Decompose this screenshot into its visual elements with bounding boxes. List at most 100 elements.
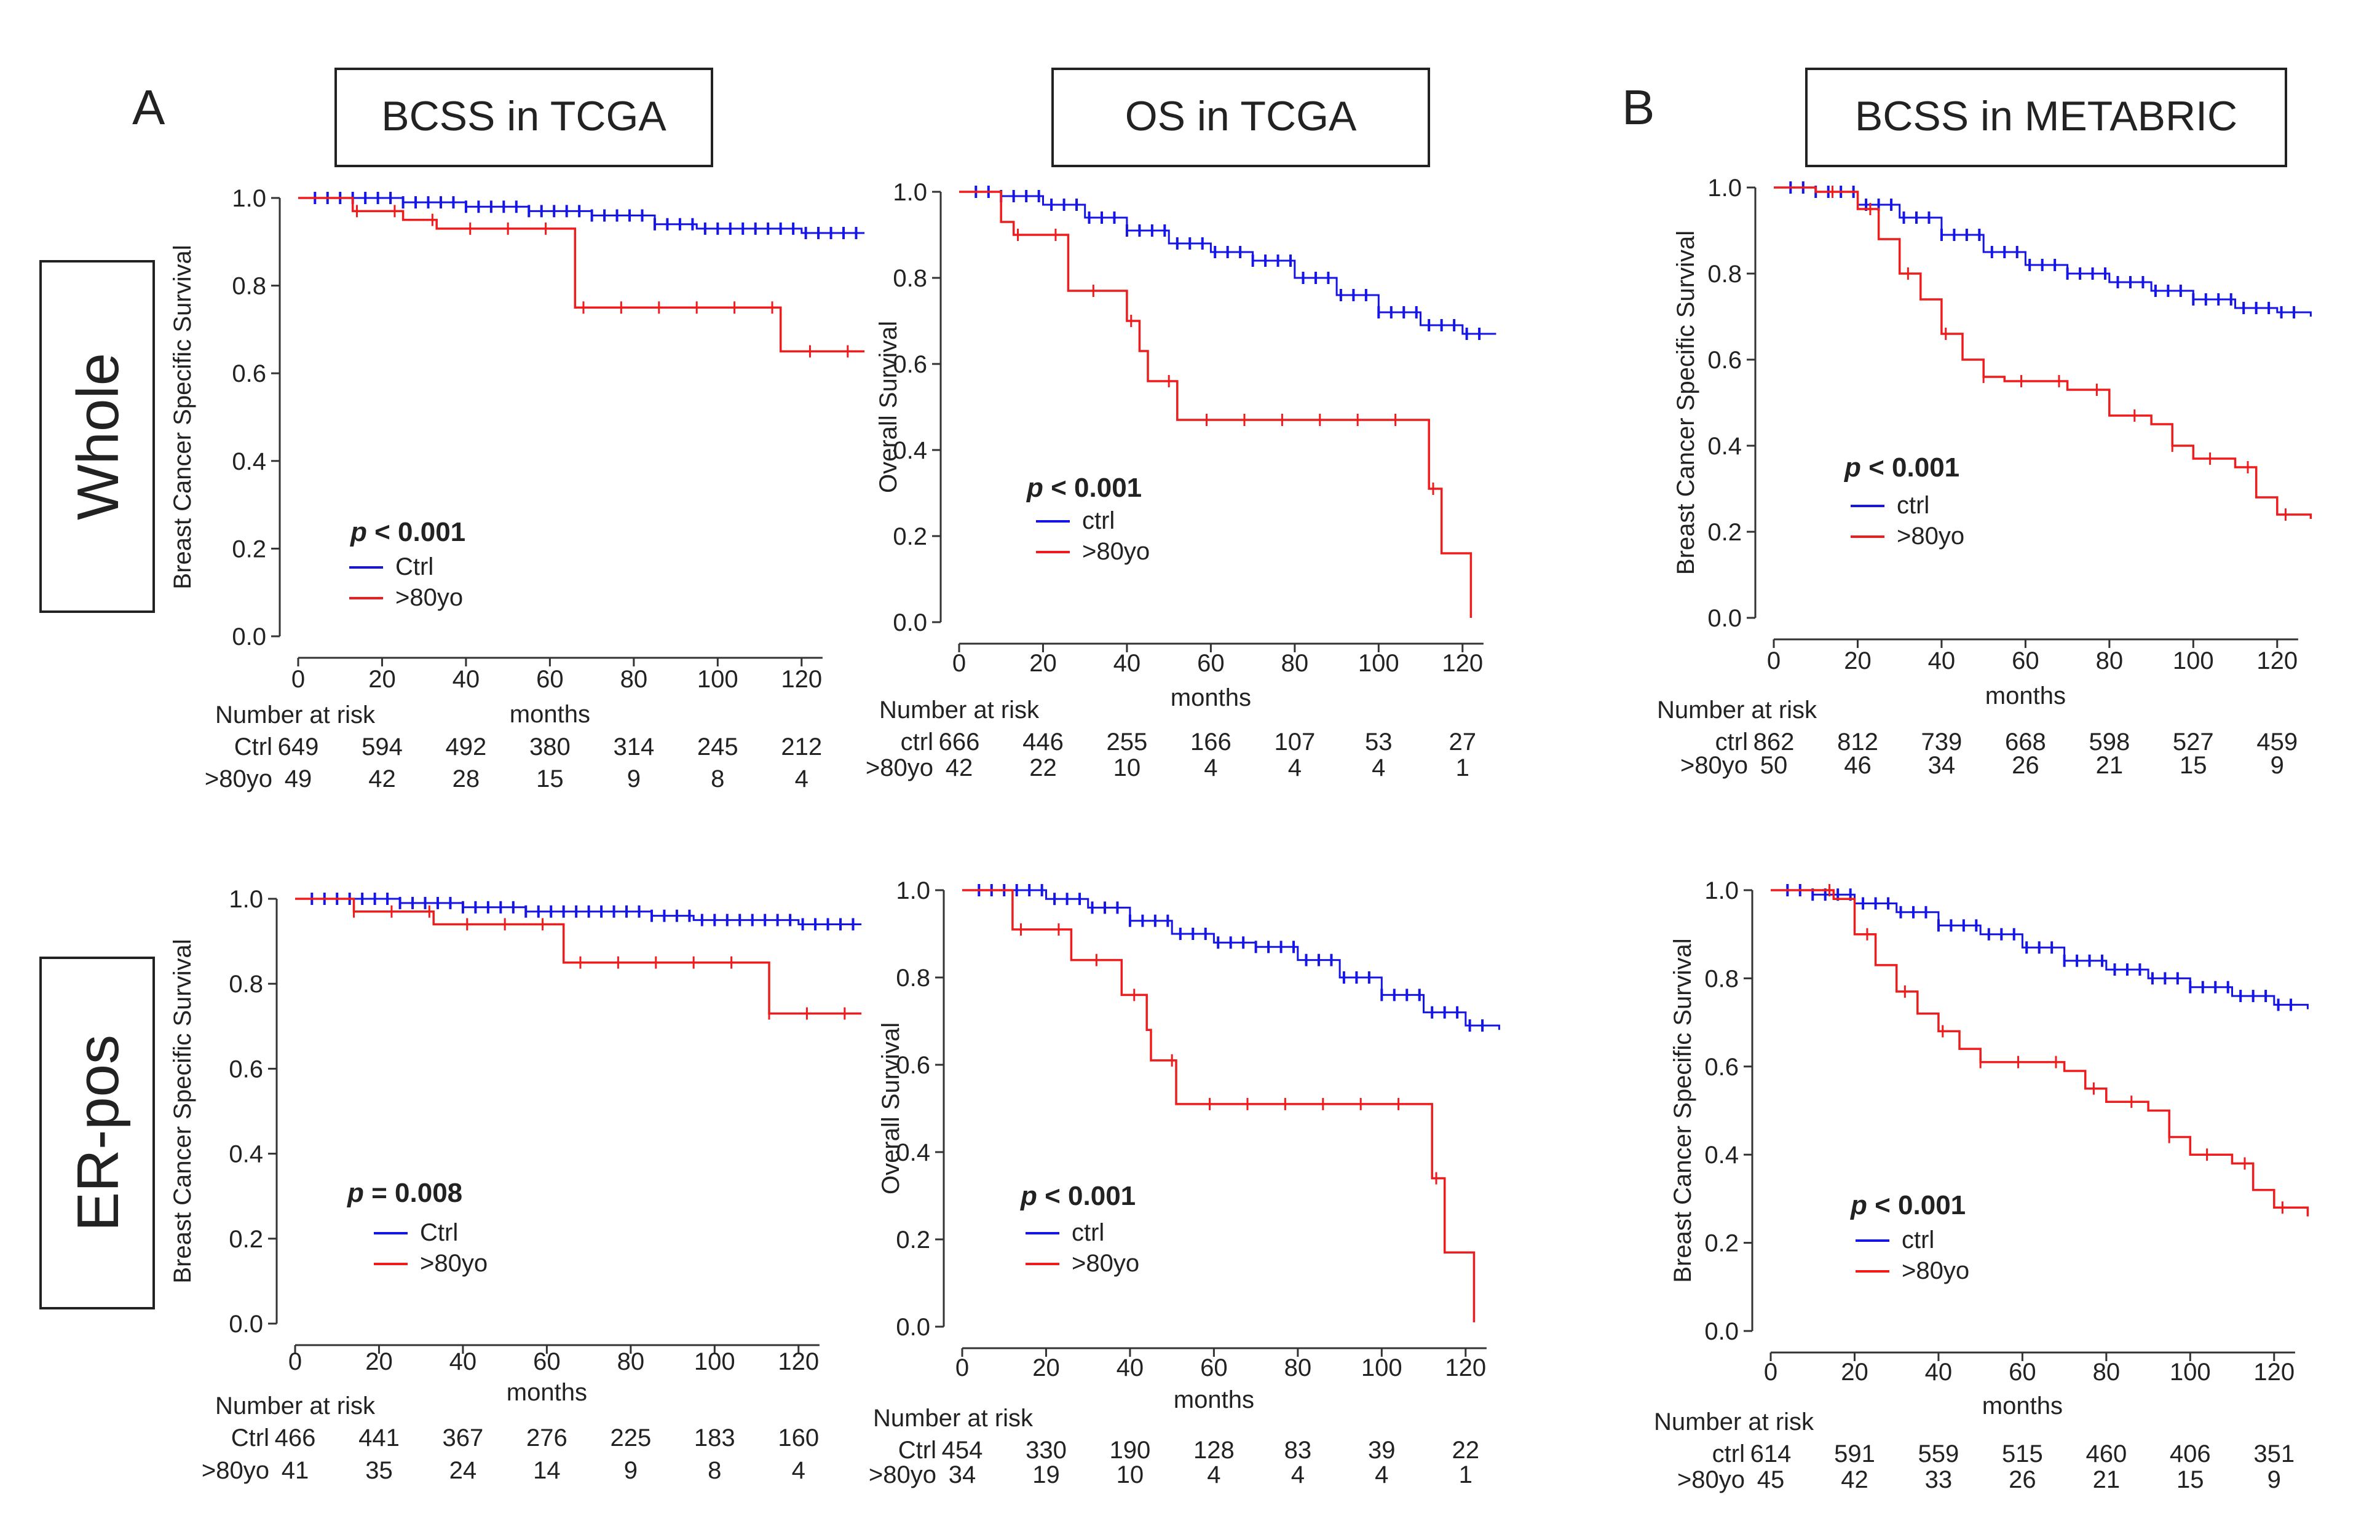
series-ctrl	[959, 186, 1496, 340]
y-tick-label: 0.4	[1704, 1142, 1739, 1169]
risk-value: 466	[275, 1424, 316, 1451]
legend-label: >80yo	[1897, 523, 1964, 550]
col-header-bcss-metabric: BCSS in METABRIC	[1805, 68, 2287, 167]
risk-value: 28	[453, 765, 480, 792]
x-axis-label: months	[1171, 684, 1251, 711]
risk-table-title: Number at risk	[879, 697, 1040, 724]
risk-value: 527	[2173, 729, 2214, 756]
risk-value: 14	[533, 1457, 561, 1484]
legend-label: >80yo	[1082, 538, 1150, 565]
risk-value: 107	[1274, 729, 1315, 756]
series-over-80	[962, 889, 1476, 1322]
risk-table-title: Number at risk	[873, 1405, 1034, 1432]
y-tick-label: 0.0	[1704, 1318, 1739, 1345]
risk-value: 24	[449, 1457, 477, 1484]
survival-curve	[1774, 186, 2312, 317]
x-tick-label: 20	[365, 1348, 393, 1375]
y-tick-label: 0.6	[1707, 347, 1742, 374]
risk-value: 9	[624, 1457, 638, 1484]
risk-value: 10	[1113, 754, 1141, 781]
col-header-label: BCSS in METABRIC	[1855, 93, 2237, 140]
risk-value: 39	[1368, 1437, 1396, 1464]
col-header-label: BCSS in TCGA	[381, 93, 666, 140]
x-tick-label: 100	[697, 666, 738, 693]
y-tick-label: 0.8	[229, 971, 263, 998]
x-tick-label: 60	[536, 666, 564, 693]
series-ctrl	[1774, 181, 2312, 318]
risk-row-label: Ctrl	[898, 1437, 936, 1464]
risk-value: 15	[536, 765, 564, 792]
x-tick-label: 80	[620, 666, 648, 693]
x-tick-label: 40	[453, 666, 480, 693]
col-header-os-tcga: OS in TCGA	[1051, 68, 1430, 167]
y-tick-label: 0.2	[1707, 519, 1742, 546]
risk-value: 46	[1844, 752, 1872, 779]
p-value-text: p < 0.001	[1020, 1181, 1136, 1211]
legend-label: >80yo	[395, 584, 463, 611]
risk-value: 591	[1834, 1440, 1875, 1467]
y-axis-label: Overall Survival	[877, 1022, 904, 1194]
legend-label: ctrl	[1072, 1219, 1104, 1246]
risk-row-label: >80yo	[202, 1457, 269, 1484]
risk-value: 1	[1456, 754, 1469, 781]
risk-value: 21	[2096, 752, 2124, 779]
series-ctrl	[1771, 884, 2309, 1011]
risk-value: 4	[1375, 1461, 1388, 1488]
risk-value: 330	[1026, 1437, 1067, 1464]
p-value-text: p < 0.001	[1026, 473, 1142, 503]
risk-table-title: Number at risk	[215, 1392, 376, 1420]
risk-value: 4	[1204, 754, 1217, 781]
x-tick-label: 120	[2253, 1359, 2295, 1386]
risk-row-label: >80yo	[205, 765, 272, 792]
y-tick-label: 0.6	[896, 1052, 930, 1079]
risk-value: 183	[694, 1424, 735, 1451]
chart-whole-os-tcga: 0.0 0.2 0.4 0.6 0.8 1.0 Overall Survival 0 20 40 6…	[866, 179, 1496, 781]
p-symbol: p	[347, 1178, 364, 1208]
x-tick-label: 100	[1361, 1354, 1402, 1381]
risk-value: 598	[2089, 729, 2130, 756]
p-value: = 0.008	[364, 1178, 462, 1208]
risk-value: 15	[2180, 752, 2207, 779]
y-tick-label: 0.6	[232, 360, 266, 387]
risk-value: 4	[1291, 1461, 1305, 1488]
x-tick-label: 0	[1767, 647, 1781, 674]
risk-value: 367	[443, 1424, 484, 1451]
p-value-text: p = 0.008	[347, 1178, 462, 1208]
x-axis-label: months	[1985, 682, 2066, 709]
p-symbol: p	[1844, 452, 1861, 483]
risk-value: 351	[2253, 1440, 2295, 1467]
legend-label: Ctrl	[395, 553, 433, 580]
risk-value: 454	[942, 1437, 983, 1464]
y-tick-label: 0.6	[229, 1056, 263, 1083]
risk-value: 34	[1928, 752, 1956, 779]
series-ctrl	[962, 884, 1500, 1032]
risk-value: 35	[365, 1457, 393, 1484]
legend-label: ctrl	[1082, 507, 1115, 534]
series-ctrl	[295, 893, 862, 931]
risk-value: 26	[2012, 752, 2039, 779]
risk-value: 8	[708, 1457, 721, 1484]
x-tick-label: 120	[2256, 647, 2298, 674]
y-axis-label: Overall Survival	[875, 321, 902, 493]
x-tick-label: 80	[2093, 1359, 2121, 1386]
risk-row-label: >80yo	[1677, 1466, 1745, 1493]
row-header-label: ER-pos	[65, 1035, 131, 1231]
y-tick-label: 0.2	[229, 1226, 263, 1253]
y-axis-label: Breast Cancer Specific Survival	[1672, 231, 1699, 575]
x-tick-label: 0	[288, 1348, 302, 1375]
legend-label: >80yo	[1072, 1250, 1139, 1277]
p-symbol: p	[1850, 1190, 1867, 1220]
x-tick-label: 80	[1281, 650, 1309, 677]
legend-label: >80yo	[1902, 1257, 1969, 1284]
x-tick-label: 0	[955, 1354, 969, 1381]
risk-value: 9	[627, 765, 641, 792]
risk-row-label: ctrl	[1712, 1440, 1745, 1467]
risk-value: 45	[1757, 1466, 1785, 1493]
survival-curve	[1771, 889, 2309, 1009]
x-tick-label: 100	[1358, 650, 1399, 677]
x-tick-label: 20	[368, 666, 396, 693]
y-tick-label: 1.0	[232, 185, 266, 212]
row-header-whole: Whole	[39, 260, 155, 613]
x-tick-label: 80	[617, 1348, 645, 1375]
